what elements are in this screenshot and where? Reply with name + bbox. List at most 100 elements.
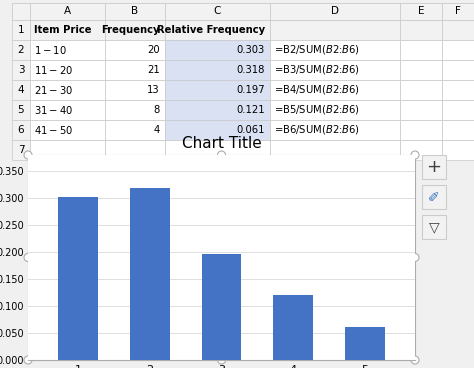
Bar (400, 3, 442, 20)
Bar (400, 20, 442, 40)
Text: 8: 8 (154, 105, 160, 115)
Circle shape (24, 356, 32, 364)
Bar (28, 155, 415, 360)
Text: C: C (214, 7, 221, 17)
Bar (270, 40, 400, 60)
Bar (30, 40, 105, 60)
Text: 0.197: 0.197 (237, 85, 265, 95)
Bar (30, 140, 105, 160)
Text: B: B (131, 7, 138, 17)
Text: D: D (331, 7, 339, 17)
Text: 5: 5 (18, 105, 24, 115)
Bar (105, 60, 165, 80)
Bar (270, 3, 400, 20)
Text: 2: 2 (18, 45, 24, 55)
Text: 6: 6 (18, 125, 24, 135)
Text: $21 - $30: $21 - $30 (34, 84, 73, 96)
Text: 4: 4 (18, 85, 24, 95)
Bar (442, 120, 474, 140)
Bar (105, 20, 165, 40)
Bar (105, 120, 165, 140)
Bar (165, 80, 270, 100)
Title: Chart Title: Chart Title (182, 136, 261, 151)
Bar (30, 60, 105, 80)
Circle shape (24, 151, 32, 159)
Bar (12, 140, 30, 160)
Bar (442, 140, 474, 160)
Text: 3: 3 (18, 65, 24, 75)
Text: 1: 1 (18, 25, 24, 35)
Bar (105, 140, 165, 160)
Bar (165, 100, 270, 120)
Circle shape (218, 151, 226, 159)
Bar (273, 295, 313, 360)
Bar (442, 3, 474, 20)
Circle shape (24, 254, 32, 262)
Text: ✐: ✐ (428, 190, 440, 204)
Bar (105, 3, 165, 20)
Bar (400, 100, 442, 120)
Text: =B4/SUM($B$2:$B$6): =B4/SUM($B$2:$B$6) (274, 84, 360, 96)
Text: E: E (418, 7, 424, 17)
Text: ▽: ▽ (428, 220, 439, 234)
Bar (12, 100, 30, 120)
Bar (105, 80, 165, 100)
Bar (202, 254, 241, 360)
Bar (30, 120, 105, 140)
Bar (165, 120, 270, 140)
Text: 0.061: 0.061 (237, 125, 265, 135)
Bar (400, 140, 442, 160)
Bar (105, 40, 165, 60)
Bar (58, 197, 98, 360)
Circle shape (411, 356, 419, 364)
Bar (165, 20, 270, 40)
Bar (30, 100, 105, 120)
Text: F: F (455, 7, 461, 17)
Text: 0.121: 0.121 (237, 105, 265, 115)
Bar (165, 3, 270, 20)
Bar (130, 188, 170, 360)
Text: =B6/SUM($B$2:$B$6): =B6/SUM($B$2:$B$6) (274, 124, 360, 137)
Bar (442, 20, 474, 40)
Bar (30, 80, 105, 100)
Bar (442, 60, 474, 80)
Bar (12, 60, 30, 80)
Bar (270, 60, 400, 80)
Bar (422, 185, 446, 209)
Text: $1 - $10: $1 - $10 (34, 44, 67, 56)
Bar (30, 20, 105, 40)
Bar (12, 3, 474, 20)
Circle shape (218, 356, 226, 364)
Bar (12, 80, 30, 100)
Circle shape (411, 151, 419, 159)
Text: 21: 21 (147, 65, 160, 75)
Text: +: + (427, 158, 441, 176)
Text: A: A (64, 7, 71, 17)
Bar (270, 20, 400, 40)
Text: =B2/SUM($B$2:$B$6): =B2/SUM($B$2:$B$6) (274, 43, 360, 57)
Bar (422, 155, 446, 179)
Text: $31 - $40: $31 - $40 (34, 104, 73, 116)
Bar (165, 140, 270, 160)
Text: 7: 7 (18, 145, 24, 155)
Bar (400, 120, 442, 140)
Text: =B5/SUM($B$2:$B$6): =B5/SUM($B$2:$B$6) (274, 103, 360, 117)
Text: 13: 13 (147, 85, 160, 95)
Bar (12, 40, 30, 60)
Bar (105, 100, 165, 120)
Text: Frequency: Frequency (101, 25, 160, 35)
Circle shape (411, 254, 419, 262)
Bar (270, 100, 400, 120)
Bar (165, 40, 270, 60)
Bar (442, 100, 474, 120)
Text: 4: 4 (154, 125, 160, 135)
Bar (400, 60, 442, 80)
Text: $11 - $20: $11 - $20 (34, 64, 73, 76)
Bar (165, 60, 270, 80)
Bar (400, 40, 442, 60)
Text: 0.318: 0.318 (237, 65, 265, 75)
Bar (400, 80, 442, 100)
Bar (270, 80, 400, 100)
Bar (270, 120, 400, 140)
Text: Relative Frequency: Relative Frequency (157, 25, 265, 35)
